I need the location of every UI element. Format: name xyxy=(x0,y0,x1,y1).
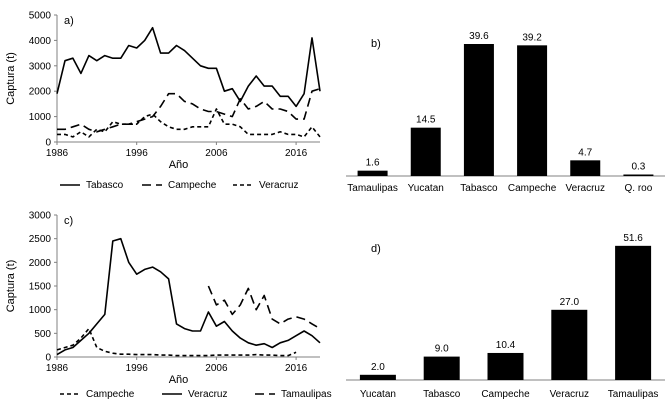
series-line-tamaulipas xyxy=(207,285,321,330)
y-tick-label: 3000 xyxy=(29,211,52,222)
y-tick-label: 1500 xyxy=(29,282,52,293)
legend-label: Veracruz xyxy=(259,180,298,191)
y-tick-label: 2000 xyxy=(29,87,52,98)
series-line-campeche xyxy=(57,87,321,133)
panel-label: b) xyxy=(371,38,381,50)
bar xyxy=(551,309,588,380)
category-label: Campeche xyxy=(481,389,530,400)
legend-label: Tabasco xyxy=(86,180,124,191)
y-tick-label: 2500 xyxy=(29,234,52,245)
data-label: 0.3 xyxy=(631,162,645,173)
x-axis-title: Año xyxy=(169,159,189,171)
x-tick-label: 2006 xyxy=(205,363,228,374)
data-label: 39.2 xyxy=(522,32,542,43)
series-line-tabasco xyxy=(56,26,321,108)
legend-label: Tamaulipas xyxy=(281,389,332,400)
x-tick-label: 1996 xyxy=(126,363,149,374)
panel-label: c) xyxy=(64,215,73,227)
x-tick-label: 2006 xyxy=(205,148,228,159)
data-label: 4.7 xyxy=(578,147,592,158)
data-label: 9.0 xyxy=(435,344,449,355)
x-axis-title: Año xyxy=(169,374,189,386)
y-tick-label: 5000 xyxy=(29,11,52,22)
category-label: Tabasco xyxy=(460,183,498,194)
category-label: Campeche xyxy=(508,183,557,194)
y-tick-label: 2000 xyxy=(29,258,52,269)
data-label: 14.5 xyxy=(416,115,436,126)
y-tick-label: 0 xyxy=(45,353,51,364)
y-tick-label: 4000 xyxy=(29,36,52,47)
bar xyxy=(570,160,601,176)
bar xyxy=(357,170,388,176)
bar xyxy=(359,374,396,380)
category-label: Veracruz xyxy=(550,389,589,400)
panel-label: a) xyxy=(64,15,74,27)
y-tick-label: 1000 xyxy=(29,305,52,316)
x-tick-label: 2016 xyxy=(285,148,308,159)
category-label: Q. roo xyxy=(625,183,653,194)
y-tick-label: 1000 xyxy=(29,112,52,123)
bar xyxy=(487,352,524,380)
panel-label: d) xyxy=(371,243,381,255)
bar xyxy=(410,127,441,176)
data-label: 10.4 xyxy=(496,340,516,351)
y-tick-label: 3000 xyxy=(29,61,52,72)
category-label: Tabasco xyxy=(423,389,461,400)
series-line-campeche xyxy=(56,327,297,357)
x-tick-label: 1986 xyxy=(46,363,69,374)
series-line-veracruz xyxy=(56,237,321,356)
data-label: 2.0 xyxy=(371,362,385,373)
y-axis-title: Captura (t) xyxy=(5,260,17,313)
y-tick-label: 500 xyxy=(34,329,51,340)
y-axis-title: Captura (t) xyxy=(5,52,17,105)
data-label: 27.0 xyxy=(560,297,580,308)
legend-label: Campeche xyxy=(168,180,217,191)
bar xyxy=(463,44,494,176)
legend-label: Veracruz xyxy=(188,389,227,400)
series-line-veracruz xyxy=(57,108,321,138)
x-tick-label: 1986 xyxy=(46,148,69,159)
legend-label: Campeche xyxy=(86,389,135,400)
x-tick-label: 1996 xyxy=(126,148,149,159)
bar xyxy=(423,356,460,380)
data-label: 39.6 xyxy=(469,31,489,42)
x-tick-label: 2016 xyxy=(285,363,308,374)
data-label: 1.6 xyxy=(366,158,380,169)
bar xyxy=(615,245,652,380)
category-label: Veracruz xyxy=(566,183,605,194)
bar xyxy=(517,45,548,177)
category-label: Yucatan xyxy=(360,389,396,400)
category-label: Yucatan xyxy=(408,183,444,194)
category-label: Tamaulipas xyxy=(347,183,398,194)
bar xyxy=(623,174,654,176)
category-label: Tamaulipas xyxy=(608,389,659,400)
y-tick-label: 0 xyxy=(45,138,51,149)
data-label: 51.6 xyxy=(623,233,643,244)
